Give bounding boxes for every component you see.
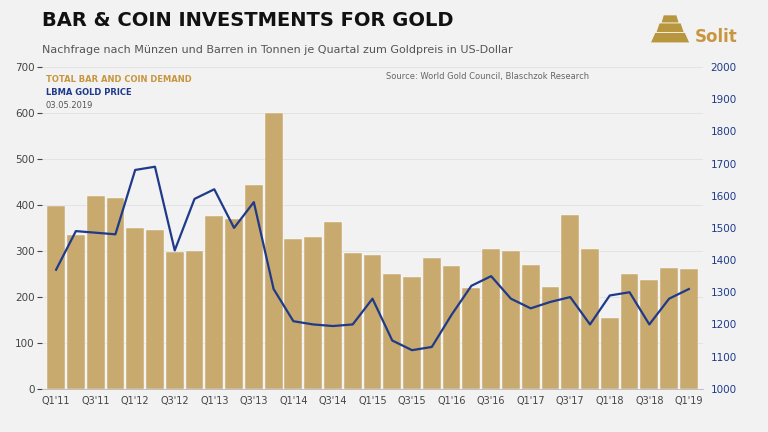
Bar — [601, 318, 619, 389]
Bar — [47, 206, 65, 389]
Bar — [107, 198, 124, 389]
Bar — [660, 268, 678, 389]
Bar — [462, 288, 480, 389]
Bar — [265, 113, 283, 389]
Text: 03.05.2019: 03.05.2019 — [45, 101, 93, 110]
Bar — [442, 266, 461, 389]
Bar — [245, 185, 263, 389]
Polygon shape — [651, 33, 689, 42]
Bar — [87, 196, 104, 389]
Bar — [521, 265, 540, 389]
Polygon shape — [662, 16, 679, 22]
Bar — [225, 219, 243, 389]
Bar — [126, 228, 144, 389]
Bar — [205, 216, 223, 389]
Text: LBMA GOLD PRICE: LBMA GOLD PRICE — [45, 88, 131, 97]
Bar — [561, 215, 579, 389]
Bar — [284, 239, 303, 389]
Text: Nachfrage nach Münzen und Barren in Tonnen je Quartal zum Goldpreis in US-Dollar: Nachfrage nach Münzen und Barren in Tonn… — [42, 45, 513, 55]
Text: Solit: Solit — [695, 28, 738, 46]
Bar — [403, 276, 421, 389]
Text: TOTAL BAR AND COIN DEMAND: TOTAL BAR AND COIN DEMAND — [45, 75, 191, 84]
Bar — [502, 251, 520, 389]
Bar — [581, 249, 599, 389]
Bar — [67, 235, 84, 389]
Bar — [680, 269, 698, 389]
Bar — [363, 255, 382, 389]
Bar — [541, 287, 559, 389]
Bar — [344, 253, 362, 389]
Bar — [166, 252, 184, 389]
Bar — [186, 251, 204, 389]
Bar — [146, 230, 164, 389]
Polygon shape — [657, 23, 684, 32]
Bar — [304, 237, 322, 389]
Bar — [324, 222, 342, 389]
Bar — [641, 280, 658, 389]
Text: BAR & COIN INVESTMENTS FOR GOLD: BAR & COIN INVESTMENTS FOR GOLD — [42, 11, 454, 30]
Bar — [383, 274, 401, 389]
Bar — [482, 248, 500, 389]
Text: Source: World Gold Council, Blaschzok Research: Source: World Gold Council, Blaschzok Re… — [386, 72, 589, 81]
Bar — [621, 274, 638, 389]
Bar — [423, 258, 441, 389]
